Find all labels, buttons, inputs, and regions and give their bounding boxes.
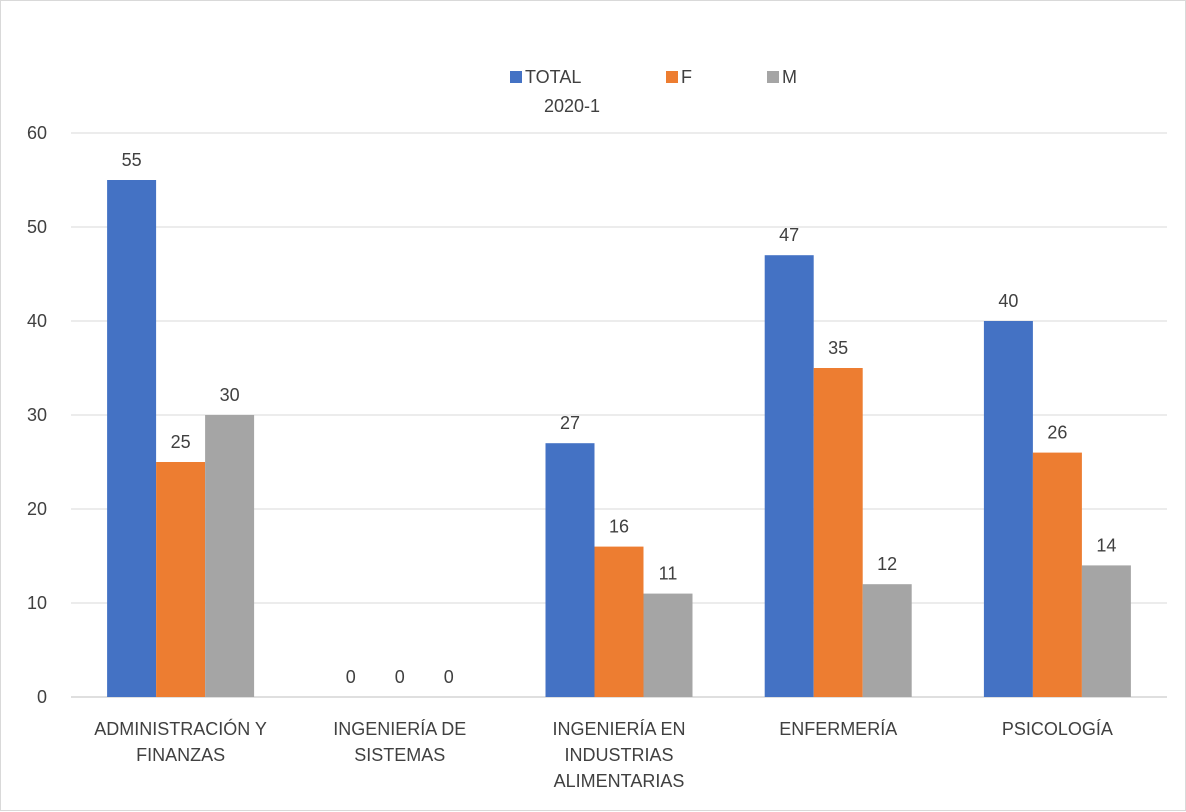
data-label: 14 [1096, 535, 1116, 555]
x-category-label-line: INGENIERÍA DE [333, 719, 466, 739]
y-tick-label: 20 [27, 499, 47, 519]
data-labels: 55 25 30 0 0 0 27 16 11 47 35 12 40 26 14 [122, 150, 1117, 687]
data-label: 47 [779, 225, 799, 245]
bar [1081, 565, 1131, 697]
legend-swatch [510, 71, 522, 83]
y-tick-label: 10 [27, 593, 47, 613]
bar [862, 584, 912, 697]
legend-label: F [681, 67, 692, 87]
data-label: 0 [444, 667, 454, 687]
data-label: 30 [220, 385, 240, 405]
data-label: 25 [171, 432, 191, 452]
x-category-label-line: INDUSTRIAS [564, 745, 673, 765]
bar [594, 546, 644, 697]
data-label: 16 [609, 517, 629, 537]
bar [813, 368, 863, 697]
bar [983, 321, 1033, 697]
data-label: 0 [395, 667, 405, 687]
legend: TOTAL 2020-1 F M [510, 67, 797, 116]
data-label: 0 [346, 667, 356, 687]
x-category-label-line: INGENIERÍA EN [552, 719, 685, 739]
legend-label: TOTAL 2020-1 [525, 67, 600, 116]
y-tick-label: 0 [37, 687, 47, 707]
bar [1032, 452, 1082, 697]
bars [107, 180, 1131, 697]
x-category-label-line: ALIMENTARIAS [554, 771, 685, 791]
x-category-label: ENFERMERÍA [779, 719, 897, 739]
bar [545, 443, 595, 697]
x-category-label: INGENIERÍA EN INDUSTRIAS ALIMENTARIAS [552, 719, 685, 791]
x-category-label-line: SISTEMAS [354, 745, 445, 765]
data-label: 26 [1047, 423, 1067, 443]
x-axis-category-labels: ADMINISTRACIÓN Y FINANZAS INGENIERÍA DE SIS… [94, 718, 1113, 791]
data-label: 12 [877, 554, 897, 574]
bar [107, 180, 157, 697]
bar [156, 462, 206, 697]
y-tick-label: 40 [27, 311, 47, 331]
bar [643, 593, 693, 697]
x-category-label-line: ADMINISTRACIÓN Y [94, 718, 267, 739]
data-label: 11 [659, 564, 678, 584]
x-category-label-line: FINANZAS [136, 745, 225, 765]
y-axis-tick-labels: 0 10 20 30 40 50 60 [27, 123, 47, 707]
data-label: 40 [998, 291, 1018, 311]
data-label: 35 [828, 338, 848, 358]
data-label: 27 [560, 413, 580, 433]
bar [764, 255, 814, 697]
x-category-label: ADMINISTRACIÓN Y FINANZAS [94, 718, 267, 765]
legend-label-line: M [782, 67, 797, 87]
x-category-label-line: PSICOLOGÍA [1002, 719, 1113, 739]
legend-label: M [782, 67, 797, 87]
legend-label-line: F [681, 67, 692, 87]
legend-swatch [666, 71, 678, 83]
legend-label-line: 2020-1 [544, 96, 600, 116]
bar [205, 415, 255, 697]
x-category-label: PSICOLOGÍA [1002, 719, 1113, 739]
legend-label-line: TOTAL [525, 67, 581, 87]
data-label: 55 [122, 150, 142, 170]
legend-swatch [767, 71, 779, 83]
x-category-label-line: ENFERMERÍA [779, 719, 897, 739]
y-tick-label: 50 [27, 217, 47, 237]
y-tick-label: 60 [27, 123, 47, 143]
y-tick-label: 30 [27, 405, 47, 425]
x-category-label: INGENIERÍA DE SISTEMAS [333, 719, 466, 765]
